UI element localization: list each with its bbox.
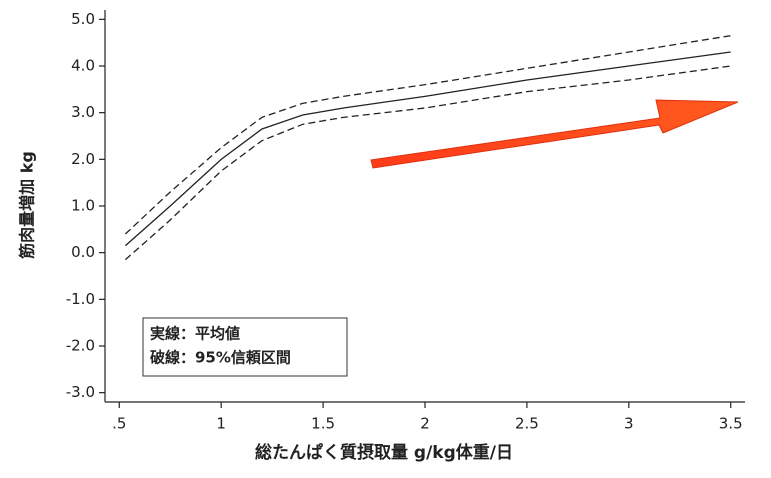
y-tick-label: 5.0 [71, 10, 95, 28]
legend-text: 破線：95%信頼区間 [150, 349, 291, 367]
y-tick-label: -3.0 [66, 383, 95, 401]
ci-line [124, 65, 731, 261]
x-tick-label: 3 [624, 415, 634, 433]
y-tick-label: 4.0 [71, 57, 95, 75]
x-tick-label: 1.5 [311, 415, 335, 433]
y-tick-label: 0.0 [71, 243, 95, 261]
x-tick-label: 1 [216, 415, 226, 433]
x-tick-label: .5 [112, 415, 126, 433]
y-axis-label: 筋肉量増加 kg [18, 151, 37, 260]
trend-arrow [370, 99, 739, 169]
legend-box [142, 317, 348, 377]
mean-line [124, 51, 731, 247]
x-tick-label: 2 [420, 415, 430, 433]
y-tick-label: -2.0 [66, 337, 95, 355]
ci-line [124, 35, 731, 235]
legend-text: 実線：平均値 [150, 325, 240, 343]
y-tick-label: 3.0 [71, 103, 95, 121]
x-tick-label: 2.5 [515, 415, 539, 433]
y-tick-label: 1.0 [71, 197, 95, 215]
y-tick-label: 2.0 [71, 150, 95, 168]
x-tick-label: 3.5 [719, 415, 743, 433]
x-axis-label: 総たんぱく質摂取量 g/kg体重/日 [255, 442, 513, 463]
y-tick-label: -1.0 [66, 290, 95, 308]
